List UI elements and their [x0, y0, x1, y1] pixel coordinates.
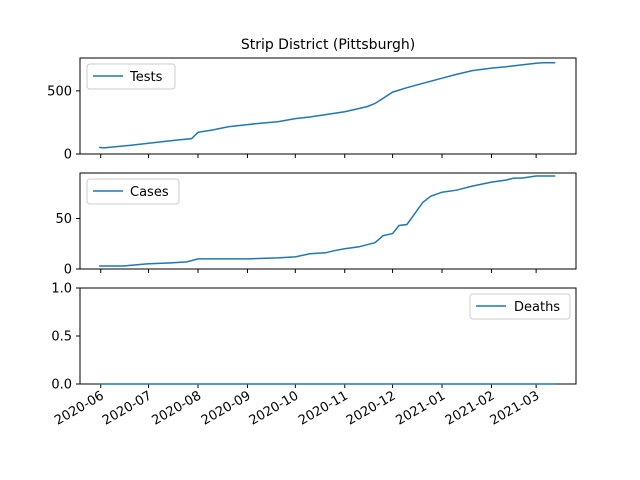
x-tick-label: 2021-03	[488, 388, 543, 428]
tests-legend-box	[86, 63, 176, 90]
y-tick-label: 0.5	[51, 330, 72, 345]
x-tick-label: 2021-02	[443, 388, 498, 428]
x-tick-label: 2021-01	[393, 388, 448, 428]
panel-tests: 0 500 Tests	[47, 57, 577, 163]
y-tick-label: 50	[55, 212, 72, 227]
tests-line	[99, 62, 556, 149]
panel-tests-yticks: 0 500	[47, 84, 80, 163]
panel-cases: 0 50 Cases	[55, 172, 577, 278]
cases-legend-box	[86, 178, 180, 205]
chart-title: Strip District (Pittsburgh)	[241, 37, 415, 53]
y-tick-label: 0	[64, 263, 72, 278]
deaths-legend-box	[469, 293, 571, 320]
panel-tests-frame	[79, 57, 577, 155]
x-tick-label: 2020-10	[247, 388, 302, 428]
cases-line	[99, 175, 556, 267]
deaths-legend: Deaths	[469, 293, 571, 320]
panel-cases-frame	[79, 172, 577, 270]
panel-deaths-yticks: 0.0 0.5 1.0	[51, 282, 80, 393]
panel-cases-yticks: 0 50	[55, 212, 80, 278]
x-tick-label: 2020-08	[149, 388, 204, 428]
tests-legend: Tests	[86, 63, 176, 90]
cases-legend: Cases	[86, 178, 180, 205]
x-tick-label: 2020-09	[199, 388, 254, 428]
panel-cases-xticks	[100, 269, 537, 273]
x-tick-labels: 2020-062020-072020-082020-092020-102020-…	[52, 388, 542, 428]
y-tick-label: 0.0	[51, 378, 72, 393]
panel-deaths: 0.0 0.5 1.0 Deaths	[51, 282, 577, 393]
x-tick-label: 2020-06	[52, 388, 107, 428]
deaths-legend-label: Deaths	[514, 300, 560, 315]
x-tick-label: 2020-07	[100, 388, 155, 428]
cases-legend-label: Cases	[130, 185, 169, 200]
y-tick-label: 500	[47, 84, 72, 99]
panel-tests-xticks	[100, 154, 537, 158]
y-tick-label: 1.0	[51, 282, 72, 297]
y-tick-label: 0	[64, 148, 72, 163]
x-tick-label: 2020-11	[296, 388, 351, 428]
x-tick-label: 2020-12	[344, 388, 399, 428]
tests-legend-label: Tests	[129, 70, 163, 85]
